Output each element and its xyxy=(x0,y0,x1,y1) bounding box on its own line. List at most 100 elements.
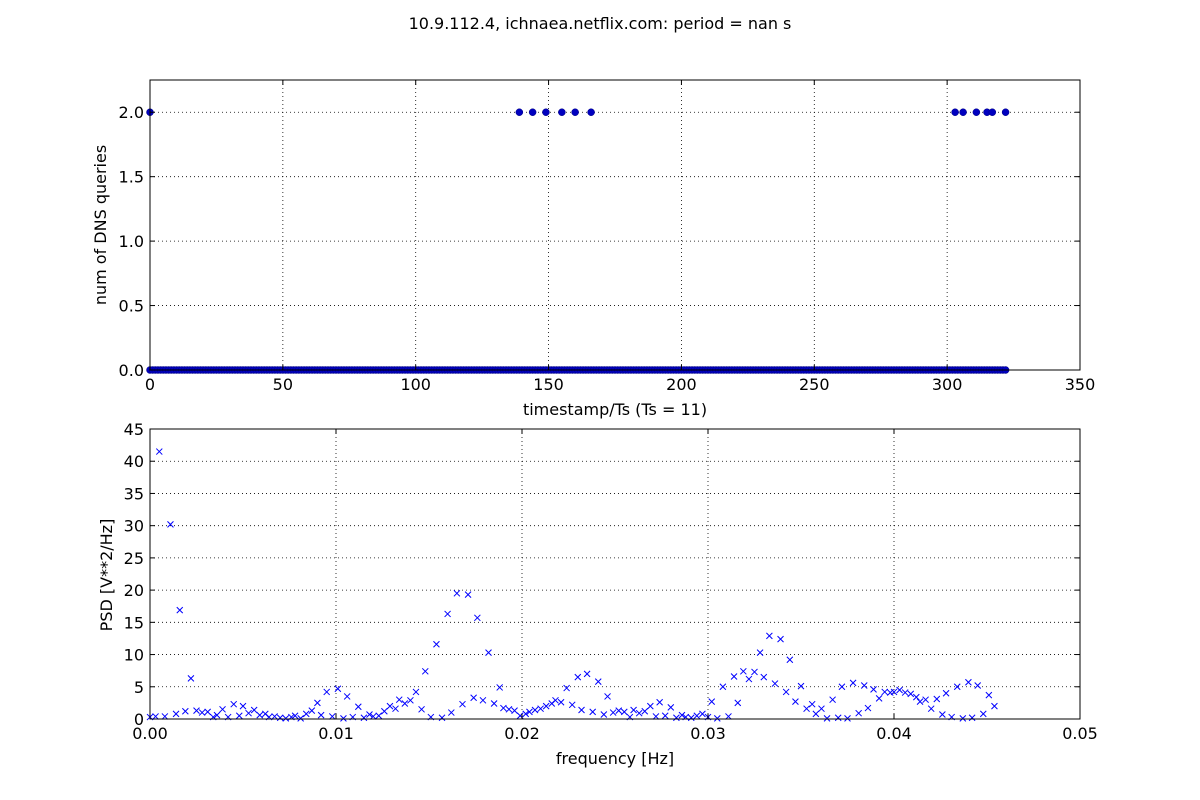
psd-point xyxy=(881,688,889,696)
dns-queries-x-tick-label: 0 xyxy=(145,375,155,394)
psd-point xyxy=(792,698,799,705)
psd-point xyxy=(500,704,507,712)
psd-point xyxy=(771,680,779,687)
psd-point xyxy=(574,673,582,681)
psd-point xyxy=(418,705,425,713)
psd-point xyxy=(213,711,221,719)
psd-point xyxy=(155,448,163,455)
psd-point xyxy=(531,706,539,714)
psd-point xyxy=(907,690,915,698)
psd-point xyxy=(334,685,342,693)
psd-point xyxy=(641,707,649,715)
psd-point xyxy=(953,683,961,691)
dns-queries-x-tick-label: 250 xyxy=(799,375,830,394)
psd-point xyxy=(708,698,716,705)
psd-point xyxy=(459,700,466,708)
psd-point xyxy=(713,715,721,722)
psd-point xyxy=(438,714,446,722)
psd-point xyxy=(360,714,368,722)
psd-y-tick-label: 40 xyxy=(124,452,144,471)
psd-point xyxy=(991,702,998,710)
psd-points xyxy=(146,448,998,722)
psd-y-tick-label: 35 xyxy=(124,484,144,503)
psd-point xyxy=(470,694,477,702)
psd-point xyxy=(678,711,686,719)
psd-point xyxy=(797,682,805,690)
psd-point xyxy=(444,610,451,618)
dns-query-point xyxy=(951,108,959,116)
psd-y-label: PSD [V**2/Hz] xyxy=(97,519,116,632)
psd-point xyxy=(392,705,399,713)
psd-point xyxy=(730,673,738,680)
psd-point xyxy=(317,711,325,719)
psd-point xyxy=(875,695,883,702)
psd-point xyxy=(375,712,383,720)
psd-y-tick-label: 10 xyxy=(124,646,144,665)
psd-y-tick-label: 25 xyxy=(124,549,144,568)
dns-queries-plot-frame xyxy=(149,79,1081,371)
psd-y-tick-label: 0 xyxy=(134,710,144,729)
psd-point xyxy=(594,678,602,685)
psd-point xyxy=(890,688,898,696)
psd-point xyxy=(291,712,299,720)
psd-point xyxy=(366,711,373,718)
psd-point xyxy=(522,710,530,718)
psd-point xyxy=(974,682,982,689)
psd-point xyxy=(474,614,481,622)
psd-point xyxy=(751,668,758,676)
psd-point xyxy=(803,705,810,713)
psd-point xyxy=(328,713,336,720)
psd-point xyxy=(939,711,946,718)
psd-point xyxy=(381,707,388,715)
psd-point xyxy=(167,521,174,528)
psd-y-tick-label: 20 xyxy=(124,581,144,600)
psd-point xyxy=(323,688,331,696)
psd-point xyxy=(464,591,472,598)
psd-point xyxy=(219,705,226,713)
psd-point xyxy=(864,704,872,712)
dns-query-point xyxy=(558,108,566,116)
psd-point xyxy=(235,712,243,720)
psd-point xyxy=(838,683,846,691)
dns-queries-y-tick-label: 2.0 xyxy=(119,103,144,122)
psd-point xyxy=(927,705,935,713)
psd-point xyxy=(786,656,794,664)
dns-query-point xyxy=(528,108,537,116)
psd-point xyxy=(808,700,816,708)
psd-point xyxy=(968,714,976,722)
psd-point xyxy=(447,709,455,716)
psd-point xyxy=(152,713,159,720)
psd-point xyxy=(568,701,576,709)
psd-point xyxy=(250,706,258,714)
psd-point xyxy=(844,715,851,722)
dns-queries-x-tick-label: 50 xyxy=(273,375,293,394)
psd-point xyxy=(693,712,701,720)
dns-queries-x-tick-label: 100 xyxy=(400,375,431,394)
psd-x-tick-label: 0.01 xyxy=(318,724,354,743)
dns-query-point xyxy=(988,108,997,116)
psd-point xyxy=(172,710,180,718)
psd-x-tick-label: 0.02 xyxy=(504,724,540,743)
psd-y-tick-label: 15 xyxy=(124,613,144,632)
psd-point xyxy=(760,673,768,681)
psd-point xyxy=(812,710,820,718)
psd-point xyxy=(745,675,753,683)
psd-point xyxy=(739,667,747,675)
psd-point xyxy=(687,714,695,722)
dns-queries-x-tick-label: 200 xyxy=(666,375,697,394)
psd-point xyxy=(965,678,972,686)
psd-point xyxy=(766,632,773,640)
psd-point xyxy=(282,715,290,722)
dns-queries-x-label: timestamp/Ts (Ts = 11) xyxy=(523,400,707,419)
psd-point xyxy=(198,709,206,716)
psd-point xyxy=(453,589,461,597)
psd-point xyxy=(433,640,440,648)
psd-point xyxy=(395,696,403,704)
psd-point xyxy=(412,688,420,696)
psd-point xyxy=(834,714,842,722)
psd-point xyxy=(635,709,643,717)
psd-point xyxy=(620,708,628,716)
dns-query-point xyxy=(571,108,579,116)
dns-queries-grid xyxy=(150,80,1080,370)
psd-point xyxy=(230,700,238,708)
